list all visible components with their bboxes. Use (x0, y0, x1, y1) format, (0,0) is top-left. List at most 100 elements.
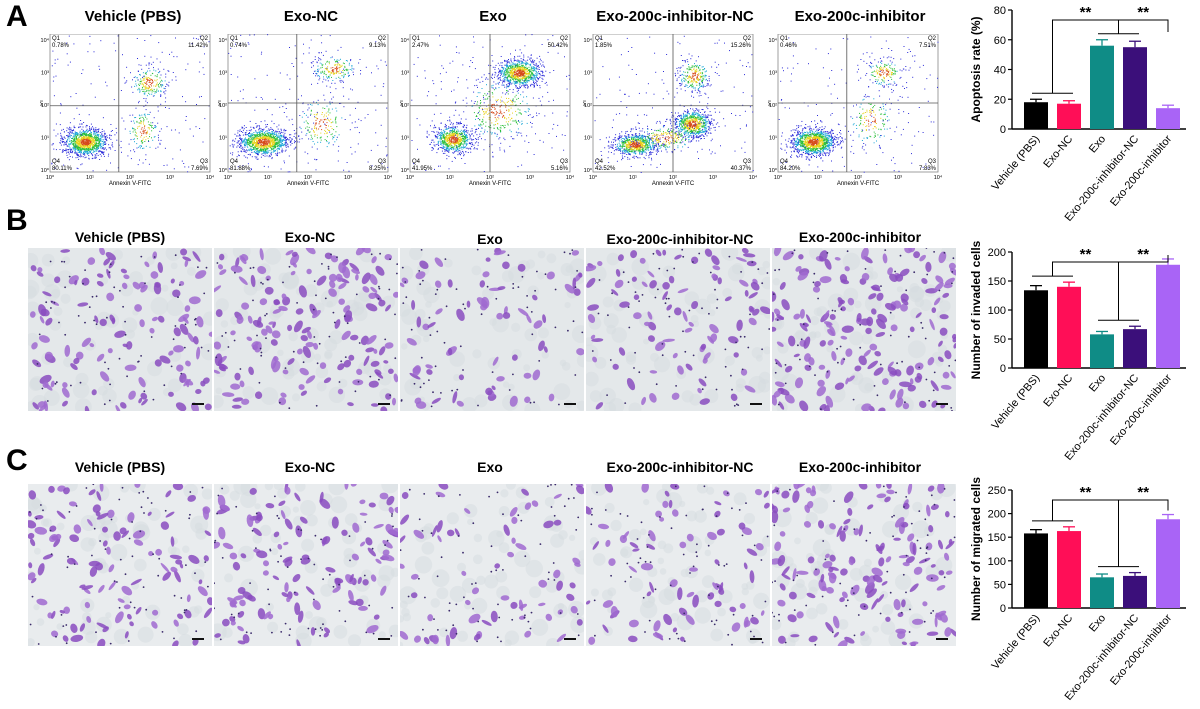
invasion-title-exo: Exo (477, 231, 503, 247)
flow-q4-label-value: 41.95% (412, 166, 433, 172)
bar-ytick: 0 (1000, 603, 1006, 615)
flow-q4-label-value: 42.52% (595, 166, 616, 172)
flow-xlabel: Annexin V-FITC (109, 181, 152, 187)
flow-plot: 10⁰ 10¹ 10² 10³ 10⁴ 10⁴ 10³ 10² 10¹ 10⁰ Annexin V-… (767, 33, 944, 196)
bar-ytick: 250 (988, 485, 1006, 497)
panel-letter-a: A (6, 0, 28, 33)
bar-category-label: Vehicle (PBS) (989, 372, 1042, 432)
flow-ylabel: PI (768, 100, 773, 106)
invasion-title-vehicle: Vehicle (PBS) (74, 229, 166, 245)
migration-title-exo-inhib-nc: Exo-200c-inhibitor-NC (606, 459, 754, 475)
bar-category-label: Exo-200c-inhibitor (1108, 372, 1174, 448)
migration-title-vehicle: Vehicle (PBS) (74, 459, 166, 475)
invasion-title-exo-inhib: Exo-200c-inhibitor (798, 229, 922, 245)
bar (1024, 102, 1048, 129)
invasion-micrograph (28, 248, 212, 411)
flow-xtick: 10⁰ (406, 174, 415, 181)
flow-xtick: 10⁴ (749, 174, 758, 181)
flow-ytick: 10² (769, 103, 777, 109)
flow-q1-label: Q1 (52, 36, 61, 42)
bar-ytick: 150 (988, 276, 1006, 288)
bar-ytick: 20 (994, 94, 1006, 106)
cell-stain (28, 248, 212, 411)
flow-xlabel: Annexin V-FITC (469, 181, 512, 187)
bar-category-label: Exo (1087, 133, 1108, 155)
bar-category-label: Exo-NC (1041, 372, 1075, 409)
flow-q1-label-value: 0.78% (52, 43, 70, 49)
invasion-title-exo-nc: Exo-NC (284, 229, 336, 245)
flow-title-vehicle: Vehicle (PBS) (84, 8, 182, 25)
flow-q4-label-value: 80.11% (52, 166, 73, 172)
flow-q1-label: Q1 (595, 36, 604, 42)
flow-ytick: 10⁴ (584, 37, 593, 44)
bar (1090, 577, 1114, 608)
flow-plot: 10⁰ 10¹ 10² 10³ 10⁴ 10⁴ 10³ 10² 10¹ 10⁰ Annexin V-… (399, 33, 576, 196)
bar-category-label: Exo-200c-inhibitor (1108, 612, 1174, 688)
bar-category-label: Exo (1087, 372, 1108, 394)
flow-q3-label-value: 7.83% (919, 166, 937, 172)
migration-micrograph (586, 484, 770, 646)
cell-stain (586, 248, 770, 411)
cell-stain (772, 484, 956, 646)
flow-q3-label: Q3 (378, 159, 387, 165)
bar-ytick: 60 (994, 35, 1006, 47)
flow-q4-label: Q4 (230, 159, 239, 165)
flow-q4-label-value: 81.88% (230, 166, 251, 172)
flow-q2-label: Q2 (200, 36, 209, 42)
migration-micrograph (214, 484, 398, 646)
flow-ytick: 10⁴ (41, 37, 50, 44)
flow-xtick: 10³ (709, 175, 717, 181)
flow-xtick: 10¹ (86, 175, 94, 181)
bar (1057, 286, 1081, 368)
cell-stain (772, 248, 956, 411)
flow-q4-label: Q4 (52, 159, 61, 165)
flow-scatter: 10⁰ 10¹ 10² 10³ 10⁴ 10⁴ 10³ 10² 10¹ 10⁰ Annexin V-… (767, 33, 943, 187)
flow-xtick: 10² (669, 175, 677, 181)
flow-ytick: 10⁴ (219, 37, 228, 44)
flow-title-exo-nc: Exo-NC (283, 8, 339, 25)
significance-mark: ** (1137, 4, 1149, 21)
significance-mark: ** (1137, 484, 1149, 501)
flow-ytick: 10² (401, 103, 409, 109)
cell-stain (214, 248, 398, 411)
flow-q3-label: Q3 (200, 159, 209, 165)
flow-q4-label: Q4 (412, 159, 421, 165)
flow-xtick: 10⁴ (206, 174, 215, 181)
bar-ylabel: Number of migrated cells (969, 477, 983, 621)
flow-q3-label: Q3 (928, 159, 937, 165)
migration-title-exo-nc: Exo-NC (284, 459, 336, 475)
bar-category-label: Vehicle (PBS) (989, 133, 1042, 193)
flow-xtick: 10³ (894, 175, 902, 181)
bar-ytick: 0 (1000, 124, 1006, 136)
flow-ytick: 10³ (584, 71, 592, 77)
flow-scatter: 10⁰ 10¹ 10² 10³ 10⁴ 10⁴ 10³ 10² 10¹ 10⁰ Annexin V-… (582, 33, 758, 187)
flow-q3-label-value: 7.69% (191, 166, 209, 172)
flow-q3-label-value: 8.25% (369, 166, 387, 172)
invasion-title-exo-inhib-nc: Exo-200c-inhibitor-NC (606, 231, 754, 247)
flow-xtick: 10² (304, 175, 312, 181)
flow-plot: 10⁰ 10¹ 10² 10³ 10⁴ 10⁴ 10³ 10² 10¹ 10⁰ Annexin V-… (582, 33, 759, 196)
bar-ytick: 50 (994, 334, 1006, 346)
bar-chart-b: 0 50 100 150 200 Number of invaded cells Vehic… (969, 240, 1186, 463)
flow-xlabel: Annexin V-FITC (287, 181, 330, 187)
flow-xtick: 10¹ (814, 175, 822, 181)
flow-ytick: 10⁴ (401, 37, 410, 44)
flow-xtick: 10² (854, 175, 862, 181)
bar-ytick: 40 (994, 65, 1006, 77)
bar-ytick: 0 (1000, 363, 1006, 375)
flow-scatter: 10⁰ 10¹ 10² 10³ 10⁴ 10⁴ 10³ 10² 10¹ 10⁰ Annexin V-… (217, 33, 393, 187)
bar (1156, 519, 1180, 608)
flow-ylabel: PI (40, 100, 45, 106)
flow-xtick: 10⁴ (566, 174, 575, 181)
flow-q4-label: Q4 (595, 159, 604, 165)
flow-title-exo-inhib-nc: Exo-200c-inhibitor-NC (596, 8, 754, 25)
flow-xtick: 10² (126, 175, 134, 181)
flow-ytick: 10⁰ (41, 167, 50, 174)
flow-ytick: 10² (41, 103, 49, 109)
flow-ytick: 10¹ (584, 136, 592, 142)
migration-title-exo: Exo (477, 459, 503, 475)
bar-ytick: 150 (988, 532, 1006, 544)
bar-ytick: 100 (988, 305, 1006, 317)
panel-letter-c: C (6, 444, 28, 477)
significance-mark: ** (1080, 484, 1092, 501)
